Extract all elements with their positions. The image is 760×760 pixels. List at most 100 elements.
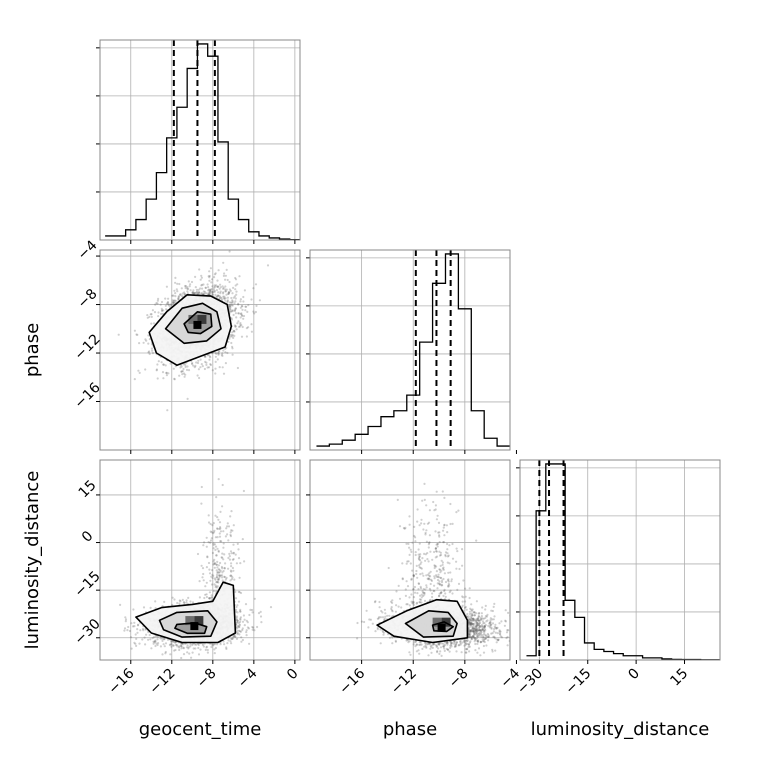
sample-point <box>136 333 139 336</box>
sample-point <box>216 643 219 646</box>
sample-point <box>204 286 207 289</box>
sample-point <box>201 365 204 368</box>
sample-point <box>213 289 216 292</box>
sample-point <box>182 653 186 656</box>
sample-point <box>226 642 229 645</box>
sample-point <box>232 313 235 317</box>
hist-panel-phase <box>306 249 511 451</box>
sample-point <box>216 527 219 530</box>
sample-point <box>167 304 170 307</box>
sample-point <box>216 358 219 361</box>
sample-point <box>231 304 234 307</box>
sample-point <box>217 478 220 481</box>
sample-point <box>217 294 220 297</box>
panel-background <box>310 250 510 450</box>
sample-point <box>210 583 214 586</box>
sample-point <box>230 341 233 345</box>
sample-point <box>200 276 203 279</box>
sample-point <box>179 293 182 296</box>
sample-point <box>183 601 186 604</box>
sample-point <box>165 285 168 288</box>
sample-point <box>252 287 255 290</box>
sample-point <box>245 327 248 330</box>
sample-point <box>229 304 232 308</box>
sample-point <box>226 525 229 528</box>
sample-point <box>161 371 165 374</box>
sample-point <box>235 293 238 296</box>
sample-point <box>239 591 243 595</box>
density-peak-cell <box>193 320 202 329</box>
sample-point <box>204 648 207 652</box>
sample-point <box>237 621 240 625</box>
sample-point <box>239 620 242 624</box>
sample-point <box>237 590 240 593</box>
sample-point <box>141 627 145 631</box>
sample-point <box>260 621 263 624</box>
sample-point <box>142 341 145 344</box>
sample-point <box>226 301 229 304</box>
sample-point <box>151 309 154 312</box>
sample-point <box>202 292 205 295</box>
sample-point <box>205 545 208 548</box>
sample-point <box>128 629 131 633</box>
sample-point <box>218 568 221 572</box>
sample-point <box>209 363 212 366</box>
sample-point <box>178 648 181 652</box>
sample-point <box>170 639 173 643</box>
sample-point <box>178 645 181 648</box>
sample-point <box>221 352 224 355</box>
sample-point <box>202 290 205 293</box>
sample-point <box>157 642 160 645</box>
sample-point <box>217 549 220 553</box>
sample-point <box>181 598 184 602</box>
sample-point <box>246 310 249 313</box>
sample-point <box>222 287 225 290</box>
sample-point <box>180 647 183 650</box>
sample-point <box>212 560 215 563</box>
sample-point <box>173 649 176 652</box>
sample-point <box>166 301 169 304</box>
sample-point <box>230 578 233 581</box>
sample-point <box>216 536 219 539</box>
sample-point <box>209 522 212 526</box>
sample-point <box>184 285 188 288</box>
sample-point <box>194 364 197 367</box>
sample-point <box>182 646 185 649</box>
sample-point <box>160 309 164 312</box>
sample-point <box>198 268 201 271</box>
sample-point <box>237 312 240 315</box>
sample-point <box>202 645 205 648</box>
sample-point <box>224 288 227 291</box>
sample-point <box>219 540 222 543</box>
sample-point <box>164 304 167 307</box>
sample-point <box>240 324 243 327</box>
sample-point <box>152 640 155 643</box>
sample-point <box>198 292 201 295</box>
sample-point <box>239 630 242 633</box>
sample-point <box>133 625 136 628</box>
sample-point <box>219 643 222 646</box>
sample-point <box>189 643 192 646</box>
sample-point <box>255 304 258 307</box>
sample-point <box>172 644 175 647</box>
sample-point <box>227 292 230 295</box>
sample-point <box>235 610 238 613</box>
sample-point <box>182 363 185 366</box>
sample-point <box>245 629 248 632</box>
sample-point <box>224 578 227 581</box>
sample-point <box>149 313 152 316</box>
sample-point <box>208 291 211 294</box>
sample-point <box>227 639 230 642</box>
sample-point <box>230 301 233 304</box>
sample-point <box>258 299 261 302</box>
sample-point <box>201 283 204 286</box>
sample-point <box>185 601 188 604</box>
sample-point <box>241 538 244 541</box>
sample-point <box>195 361 198 364</box>
sample-point <box>251 628 254 631</box>
sample-point <box>163 645 166 648</box>
sample-point <box>217 353 220 356</box>
sample-point <box>215 295 218 298</box>
sample-point <box>233 324 236 327</box>
sample-point <box>225 646 228 649</box>
